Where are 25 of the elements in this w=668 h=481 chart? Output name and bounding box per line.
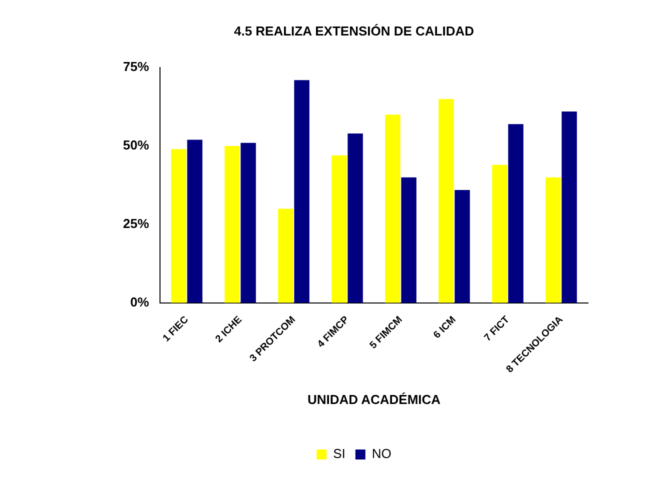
y-tick-label: 0% [130,294,150,310]
bar [438,98,454,303]
x-axis-title: UNIDAD ACADÉMICA [307,392,442,407]
bar [187,140,202,303]
x-tick-label: 6 ICM [432,314,458,342]
y-tick-label: 50% [122,138,150,153]
bar [508,124,524,303]
legend-label: SI [333,446,346,462]
y-tick-label: 25% [122,216,150,232]
bar [294,80,310,303]
bar [171,149,186,303]
bar [224,146,240,303]
bar [546,177,561,303]
bar [240,142,256,303]
bar [562,112,577,303]
bar [278,208,294,303]
bar [454,190,470,303]
legend-label: NO [372,446,392,462]
chart-title: 4.5 REALIZA EXTENSIÓN DE CALIDAD [234,23,474,38]
bar [385,114,400,303]
bar [492,164,508,303]
bar [332,155,347,303]
bar [401,177,416,303]
bar [348,133,363,303]
y-tick-label: 75% [122,59,150,74]
